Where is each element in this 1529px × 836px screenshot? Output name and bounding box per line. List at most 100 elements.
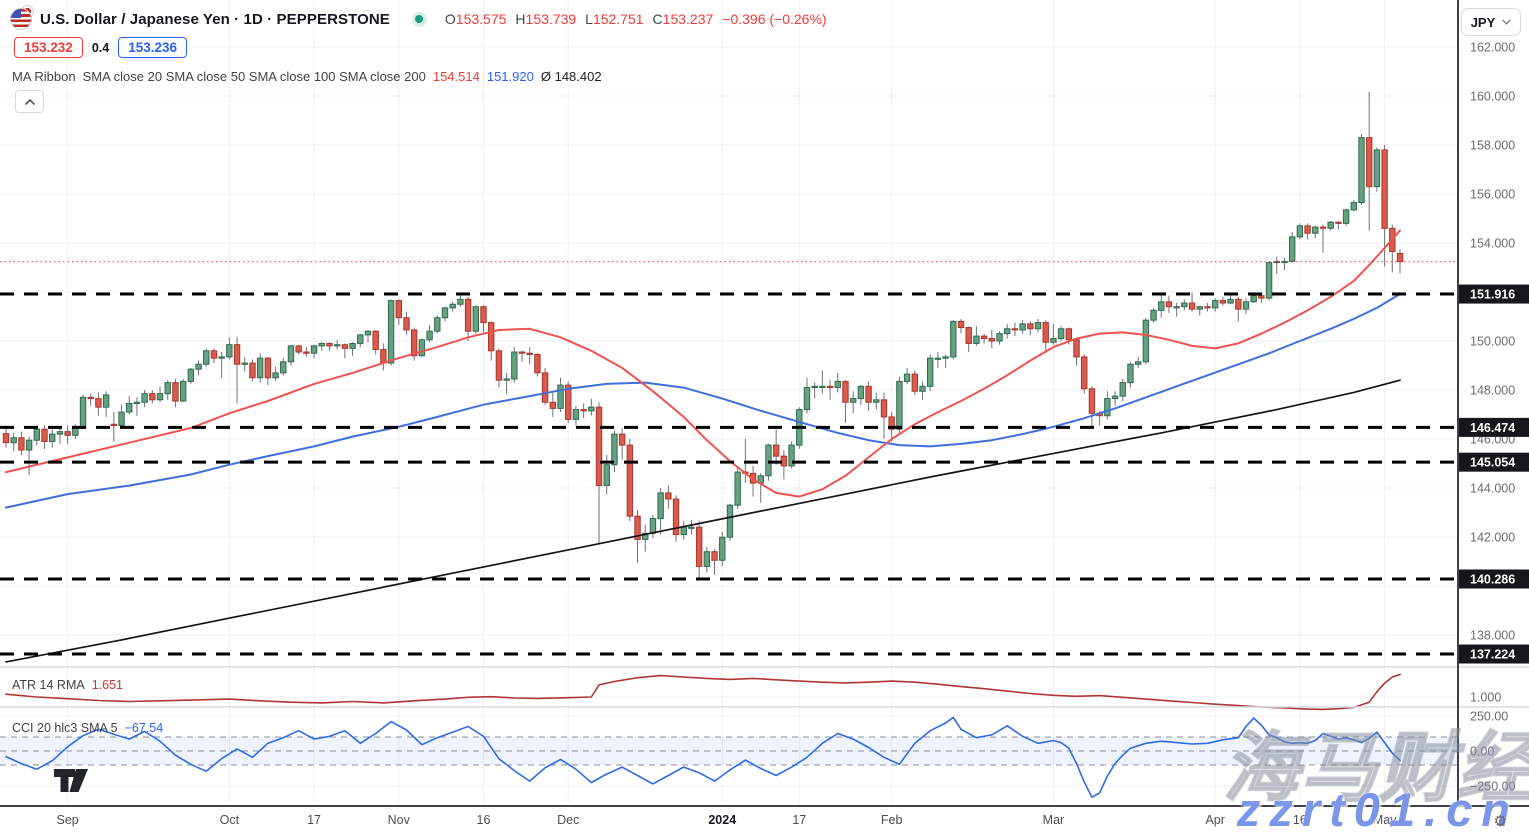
candle-body [25, 439, 33, 451]
candle-body [410, 329, 418, 357]
candle-body [1304, 225, 1311, 234]
open-label: O [444, 11, 456, 27]
candle-body [1027, 323, 1034, 330]
candle-body [18, 437, 25, 451]
candle-body [1181, 302, 1188, 308]
candle-body [1335, 221, 1342, 224]
candle-body [233, 344, 241, 365]
atr-legend[interactable]: ATR 14 RMA 1.651 [12, 678, 123, 692]
candle-body [849, 398, 857, 403]
candle-body [172, 382, 179, 402]
ma50-value: 151.920 [486, 69, 534, 84]
ma-ribbon-legend[interactable]: MA Ribbon SMA close 20 SMA close 50 SMA … [12, 69, 602, 84]
atr-title: ATR 14 RMA [12, 678, 85, 692]
candle-body [418, 339, 426, 357]
candle-body [719, 536, 726, 561]
candle-body [1004, 328, 1011, 335]
candle-body [87, 396, 94, 400]
candle-body [950, 320, 957, 358]
time-scale[interactable]: Sep Oct 17 Nov 16 Dec 2024 17 Feb Mar Apr 16 May [56, 813, 1397, 827]
candle-body [1127, 363, 1134, 384]
candle-body [680, 526, 687, 536]
ma20-value: 154.514 [432, 69, 480, 84]
candle-body [457, 298, 464, 305]
candle-body [102, 394, 110, 408]
svg-text:156.000: 156.000 [1470, 188, 1515, 202]
candle-body [218, 356, 225, 359]
candle-body [880, 399, 888, 418]
chevron-up-icon [24, 98, 35, 105]
candle-body [842, 380, 849, 403]
candle-body [357, 334, 364, 344]
candle-body [341, 344, 349, 349]
candle-body [79, 396, 87, 429]
candle-body [1312, 226, 1319, 234]
candle-body [688, 526, 695, 529]
sell-button[interactable]: 153.232 [14, 37, 83, 58]
candle-body [934, 357, 942, 360]
price-unit-selector[interactable]: JPY [1461, 8, 1521, 36]
candle-body [703, 551, 711, 567]
price-badge [1459, 417, 1529, 437]
usdjpy-flag-icon [10, 5, 34, 30]
candle-body [695, 526, 703, 567]
candle-body [472, 306, 480, 332]
gear-icon[interactable]: ⚙ [1493, 813, 1507, 830]
candle-body [241, 362, 248, 365]
candle-body [326, 342, 333, 347]
candle-body [1204, 306, 1211, 309]
high-value: 153.739 [525, 11, 577, 27]
collapse-pane-button[interactable] [15, 90, 44, 113]
candle-body [649, 518, 657, 534]
candle-body [149, 393, 156, 401]
candle-body [1250, 295, 1257, 303]
candle-body [1265, 262, 1273, 299]
candle-body [256, 357, 264, 379]
candle-body [734, 471, 741, 506]
candle-body [873, 399, 880, 403]
candle-body [1073, 339, 1080, 358]
candle-body [973, 335, 980, 344]
svg-text:158.000: 158.000 [1470, 139, 1515, 153]
spread-value: 0.4 [91, 40, 110, 55]
price-scale[interactable]: 162.000 160.000 158.000 156.000 154.000 150.0… [1470, 41, 1516, 794]
candle-body [49, 433, 56, 442]
candle-body [179, 380, 187, 402]
candle-body [857, 385, 865, 400]
cci-line [5, 716, 1401, 798]
cci-legend[interactable]: CCI 20 hlc3 SMA 5 −67.54 [12, 721, 163, 735]
candle-body [611, 433, 618, 466]
candle-body [1235, 298, 1242, 310]
candle-body [1057, 328, 1065, 340]
candle-body [164, 382, 171, 395]
symbol-title[interactable]: U.S. Dollar / Japanese Yen · 1D · PEPPER… [40, 10, 390, 28]
tradingview-logo-icon[interactable] [54, 769, 88, 798]
candle-body [942, 356, 949, 359]
candle-body [1081, 356, 1088, 390]
candle-body [1034, 322, 1042, 330]
price-unit-label: JPY [1470, 14, 1496, 30]
candle-body [434, 317, 441, 332]
candle-body [33, 428, 41, 441]
candle-body [1350, 202, 1357, 211]
cci-value: −67.54 [124, 721, 164, 735]
svg-text:16: 16 [477, 813, 491, 827]
candle-body [203, 350, 210, 365]
candle-body [726, 504, 734, 538]
watermark-brand: 海马财经 [1222, 725, 1529, 812]
candle-body [280, 361, 287, 374]
svg-text:145.054: 145.054 [1470, 456, 1515, 470]
svg-text:−250.00: −250.00 [1470, 780, 1516, 794]
candle-body [595, 406, 603, 487]
svg-text:0.00: 0.00 [1470, 745, 1494, 759]
candle-body [56, 431, 64, 435]
candle-body [95, 398, 102, 408]
svg-text:Dec: Dec [557, 813, 579, 827]
candle-body [287, 345, 295, 363]
svg-text:16: 16 [1293, 813, 1307, 827]
candle-body [295, 345, 302, 353]
buy-button[interactable]: 153.236 [118, 37, 188, 58]
atr-line [5, 673, 1401, 711]
